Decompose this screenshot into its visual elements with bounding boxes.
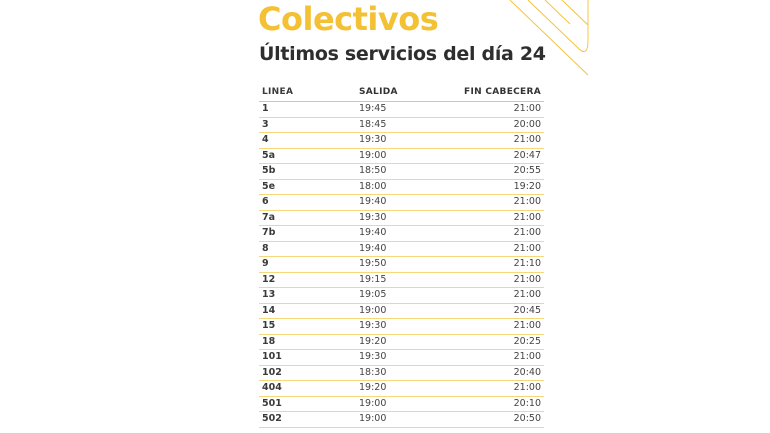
cell-salida: 19:05 <box>359 289 387 300</box>
cell-fin-cabecera: 21:00 <box>513 242 541 254</box>
cell-linea: 5b <box>262 165 276 176</box>
page-subtitle: Últimos servicios del día 24 <box>259 43 546 65</box>
cell-salida: 19:40 <box>359 227 387 238</box>
table-row: 18 19:20 20:25 <box>259 335 544 350</box>
cell-salida: 19:20 <box>359 382 387 393</box>
cell-linea: 9 <box>262 258 269 269</box>
cell-salida: 19:00 <box>359 397 387 409</box>
cell-linea: 6 <box>262 196 269 207</box>
cell-linea: 5a <box>262 149 276 161</box>
decorative-lines <box>509 0 589 76</box>
cell-fin-cabecera: 20:25 <box>513 335 541 347</box>
cell-linea: 5e <box>262 180 276 192</box>
table-row: 102 18:30 20:40 <box>259 366 544 381</box>
cell-linea: 404 <box>262 382 282 393</box>
cell-fin-cabecera: 20:10 <box>513 397 541 409</box>
cell-fin-cabecera: 21:00 <box>513 103 541 114</box>
table-row: 13 19:05 21:00 <box>259 288 544 304</box>
cell-fin-cabecera: 21:00 <box>513 351 541 362</box>
table-row: 9 19:50 21:10 <box>259 257 544 273</box>
cell-linea: 8 <box>262 242 269 254</box>
cell-linea: 7a <box>262 211 276 223</box>
table-row: 6 19:40 21:00 <box>259 195 544 211</box>
cell-linea: 15 <box>262 320 276 331</box>
cell-fin-cabecera: 21:00 <box>513 196 541 207</box>
cell-salida: 19:30 <box>359 211 387 223</box>
cell-linea: 501 <box>262 397 282 409</box>
cell-salida: 19:00 <box>359 149 387 161</box>
cell-salida: 18:30 <box>359 366 387 378</box>
table-row: 501 19:00 20:10 <box>259 397 544 412</box>
cell-salida: 19:40 <box>359 196 387 207</box>
table-row: 502 19:00 20:50 <box>259 412 544 428</box>
cell-fin-cabecera: 20:55 <box>513 165 541 176</box>
cell-fin-cabecera: 21:00 <box>513 289 541 300</box>
cell-linea: 4 <box>262 134 269 145</box>
cell-salida: 19:45 <box>359 103 387 114</box>
cell-linea: 101 <box>262 351 282 362</box>
cell-fin-cabecera: 19:20 <box>513 180 541 192</box>
table-row: 3 18:45 20:00 <box>259 118 544 133</box>
page-title: Colectivos <box>258 0 439 38</box>
cell-salida: 18:45 <box>359 118 387 130</box>
table-row: 15 19:30 21:00 <box>259 319 544 335</box>
table-row: 5b 18:50 20:55 <box>259 164 544 180</box>
cell-fin-cabecera: 20:50 <box>513 413 541 424</box>
cell-fin-cabecera: 20:40 <box>513 366 541 378</box>
cell-salida: 19:30 <box>359 351 387 362</box>
cell-fin-cabecera: 20:00 <box>513 118 541 130</box>
cell-fin-cabecera: 20:47 <box>513 149 541 161</box>
cell-linea: 13 <box>262 289 276 300</box>
cell-fin-cabecera: 21:00 <box>513 382 541 393</box>
table-header: LINEA SALIDA FIN CABECERA <box>259 85 544 102</box>
cell-linea: 502 <box>262 413 282 424</box>
table-row: 8 19:40 21:00 <box>259 242 544 257</box>
table-row: 7b 19:40 21:00 <box>259 226 544 242</box>
header-salida: SALIDA <box>359 87 398 97</box>
header-fin-cabecera: FIN CABECERA <box>464 87 541 97</box>
cell-fin-cabecera: 21:00 <box>513 134 541 145</box>
cell-salida: 19:00 <box>359 304 387 316</box>
cell-linea: 3 <box>262 118 269 130</box>
cell-salida: 19:00 <box>359 413 387 424</box>
cell-linea: 102 <box>262 366 282 378</box>
table-row: 12 19:15 21:00 <box>259 273 544 288</box>
table-row: 101 19:30 21:00 <box>259 350 544 366</box>
table-row: 5a 19:00 20:47 <box>259 149 544 164</box>
cell-fin-cabecera: 21:00 <box>513 211 541 223</box>
cell-linea: 14 <box>262 304 276 316</box>
cell-linea: 18 <box>262 335 276 347</box>
table-row: 4 19:30 21:00 <box>259 133 544 149</box>
cell-fin-cabecera: 21:00 <box>513 227 541 238</box>
table-row: 1 19:45 21:00 <box>259 102 544 118</box>
cell-linea: 12 <box>262 273 276 285</box>
table-row: 7a 19:30 21:00 <box>259 211 544 226</box>
table-row: 404 19:20 21:00 <box>259 381 544 397</box>
cell-salida: 19:30 <box>359 134 387 145</box>
cell-linea: 1 <box>262 103 269 114</box>
cell-linea: 7b <box>262 227 276 238</box>
cell-salida: 18:50 <box>359 165 387 176</box>
header-linea: LINEA <box>262 87 294 97</box>
cell-salida: 19:15 <box>359 273 387 285</box>
cell-fin-cabecera: 21:10 <box>513 258 541 269</box>
cell-salida: 19:30 <box>359 320 387 331</box>
table-row: 5e 18:00 19:20 <box>259 180 544 195</box>
cell-salida: 19:20 <box>359 335 387 347</box>
cell-fin-cabecera: 21:00 <box>513 320 541 331</box>
cell-salida: 19:40 <box>359 242 387 254</box>
table-row: 14 19:00 20:45 <box>259 304 544 319</box>
cell-salida: 19:50 <box>359 258 387 269</box>
schedule-table: LINEA SALIDA FIN CABECERA 1 19:45 21:00 3 18… <box>259 85 544 428</box>
cell-salida: 18:00 <box>359 180 387 192</box>
cell-fin-cabecera: 21:00 <box>513 273 541 285</box>
cell-fin-cabecera: 20:45 <box>513 304 541 316</box>
